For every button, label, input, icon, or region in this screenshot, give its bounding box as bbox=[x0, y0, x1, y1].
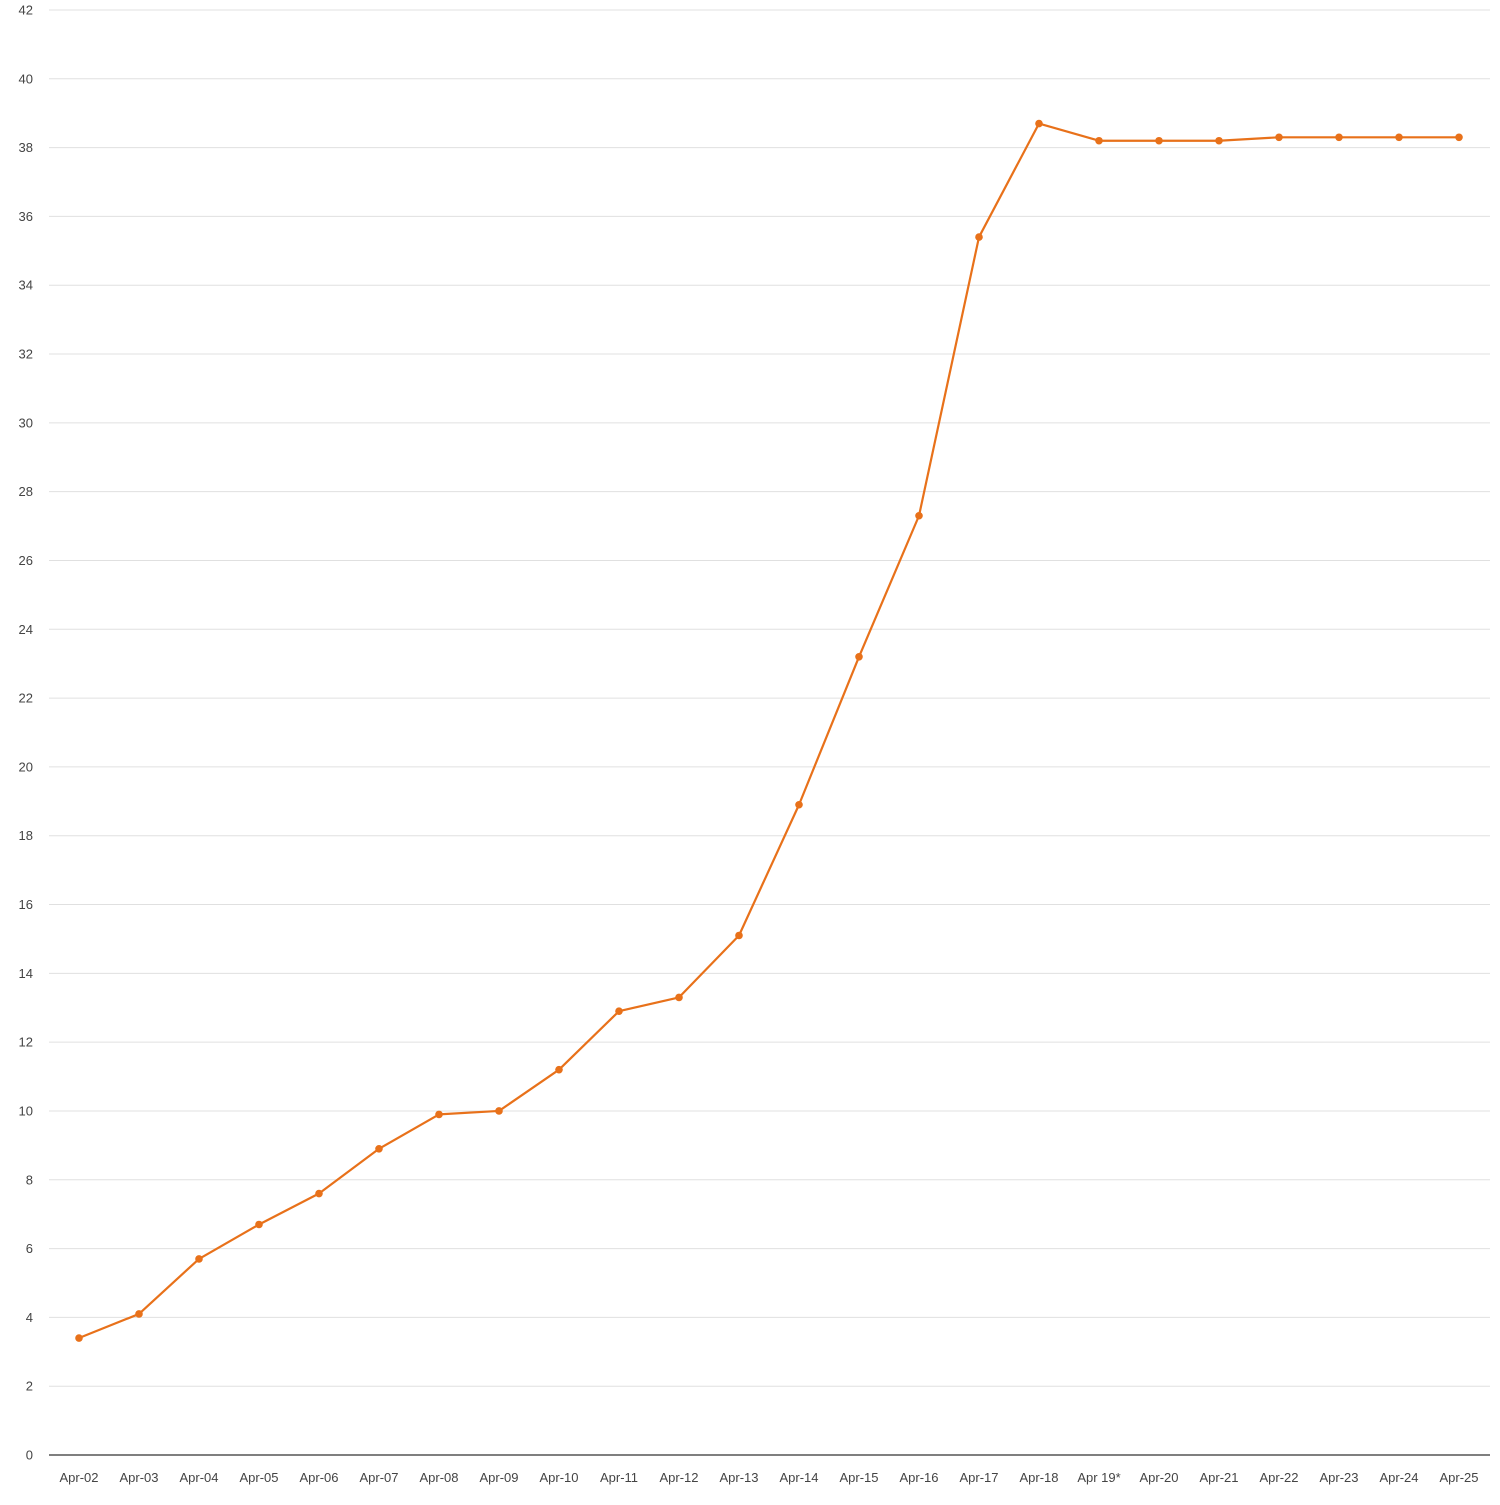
x-tick-label: Apr-12 bbox=[659, 1470, 698, 1485]
data-point bbox=[795, 800, 803, 809]
x-tick-label: Apr-02 bbox=[59, 1470, 98, 1485]
x-tick-label: Apr-04 bbox=[179, 1470, 218, 1485]
y-tick-label: 4 bbox=[26, 1310, 33, 1325]
data-point bbox=[1395, 133, 1403, 142]
data-point bbox=[1275, 133, 1283, 142]
data-point bbox=[915, 511, 923, 520]
data-point bbox=[1335, 133, 1343, 142]
data-point bbox=[435, 1110, 443, 1119]
x-tick-label: Apr-24 bbox=[1379, 1470, 1418, 1485]
y-tick-label: 10 bbox=[19, 1103, 33, 1118]
y-tick-label: 8 bbox=[26, 1172, 33, 1187]
y-tick-label: 12 bbox=[19, 1035, 33, 1050]
x-axis-tick-labels: Apr-02 Apr-03 Apr-04 Apr-05 Apr-06 Apr-07 Apr-… bbox=[59, 1470, 1478, 1485]
x-tick-label: Apr-05 bbox=[239, 1470, 278, 1485]
data-point bbox=[1215, 136, 1223, 145]
y-tick-label: 16 bbox=[19, 897, 33, 912]
data-point bbox=[135, 1310, 143, 1318]
y-tick-label: 20 bbox=[19, 759, 33, 774]
y-tick-label: 32 bbox=[19, 347, 33, 362]
data-point bbox=[1155, 136, 1163, 145]
y-tick-label: 18 bbox=[19, 828, 33, 843]
data-point bbox=[495, 1107, 503, 1115]
data-series bbox=[75, 119, 1463, 1342]
x-tick-label: Apr-09 bbox=[479, 1470, 518, 1485]
data-point bbox=[855, 653, 863, 661]
x-tick-label: Apr-11 bbox=[600, 1470, 638, 1485]
x-tick-label: Apr-15 bbox=[839, 1470, 878, 1485]
x-tick-label: Apr-25 bbox=[1439, 1470, 1478, 1485]
x-tick-label: Apr-06 bbox=[299, 1470, 338, 1485]
y-tick-label: 38 bbox=[19, 140, 33, 155]
data-point bbox=[195, 1255, 203, 1263]
y-tick-label: 14 bbox=[19, 966, 33, 981]
data-point bbox=[555, 1065, 563, 1074]
data-point bbox=[75, 1334, 83, 1342]
x-tick-label: Apr-21 bbox=[1199, 1470, 1238, 1485]
x-tick-label: Apr-03 bbox=[119, 1470, 158, 1485]
x-tick-label: Apr-13 bbox=[719, 1470, 758, 1485]
x-tick-label: Apr-22 bbox=[1259, 1470, 1298, 1485]
y-tick-label: 40 bbox=[19, 71, 33, 86]
data-point bbox=[975, 233, 983, 241]
x-tick-label: Apr-08 bbox=[419, 1470, 458, 1485]
x-tick-label: Apr-23 bbox=[1319, 1470, 1358, 1485]
gridlines bbox=[49, 9, 1490, 1387]
data-point bbox=[615, 1007, 623, 1015]
y-tick-label: 34 bbox=[19, 278, 33, 293]
y-tick-label: 0 bbox=[26, 1448, 33, 1463]
y-tick-label: 6 bbox=[26, 1241, 33, 1256]
data-point bbox=[375, 1144, 383, 1153]
x-tick-label: Apr-07 bbox=[359, 1470, 398, 1485]
y-tick-label: 2 bbox=[26, 1379, 33, 1394]
y-tick-label: 26 bbox=[19, 553, 33, 568]
x-tick-label: Apr-16 bbox=[899, 1470, 938, 1485]
data-point bbox=[735, 931, 743, 940]
x-tick-label: Apr-20 bbox=[1139, 1470, 1178, 1485]
data-point bbox=[315, 1189, 323, 1198]
x-tick-label: Apr-17 bbox=[959, 1470, 998, 1485]
y-tick-label: 24 bbox=[19, 622, 33, 637]
x-tick-label: Apr-14 bbox=[779, 1470, 818, 1485]
x-tick-label: Apr-10 bbox=[539, 1470, 578, 1485]
series-line bbox=[78, 122, 1459, 1340]
data-point bbox=[1455, 133, 1463, 142]
y-tick-label: 28 bbox=[19, 484, 33, 499]
data-point bbox=[675, 993, 683, 1002]
y-tick-label: 36 bbox=[19, 209, 33, 224]
y-tick-label: 22 bbox=[19, 691, 33, 706]
x-tick-label: Apr 19* bbox=[1077, 1470, 1120, 1485]
y-tick-label: 30 bbox=[19, 415, 33, 430]
data-point bbox=[1095, 136, 1103, 145]
data-point bbox=[1035, 119, 1043, 128]
y-tick-label: 42 bbox=[19, 3, 33, 18]
x-tick-label: Apr-18 bbox=[1019, 1470, 1058, 1485]
data-point bbox=[255, 1220, 263, 1229]
